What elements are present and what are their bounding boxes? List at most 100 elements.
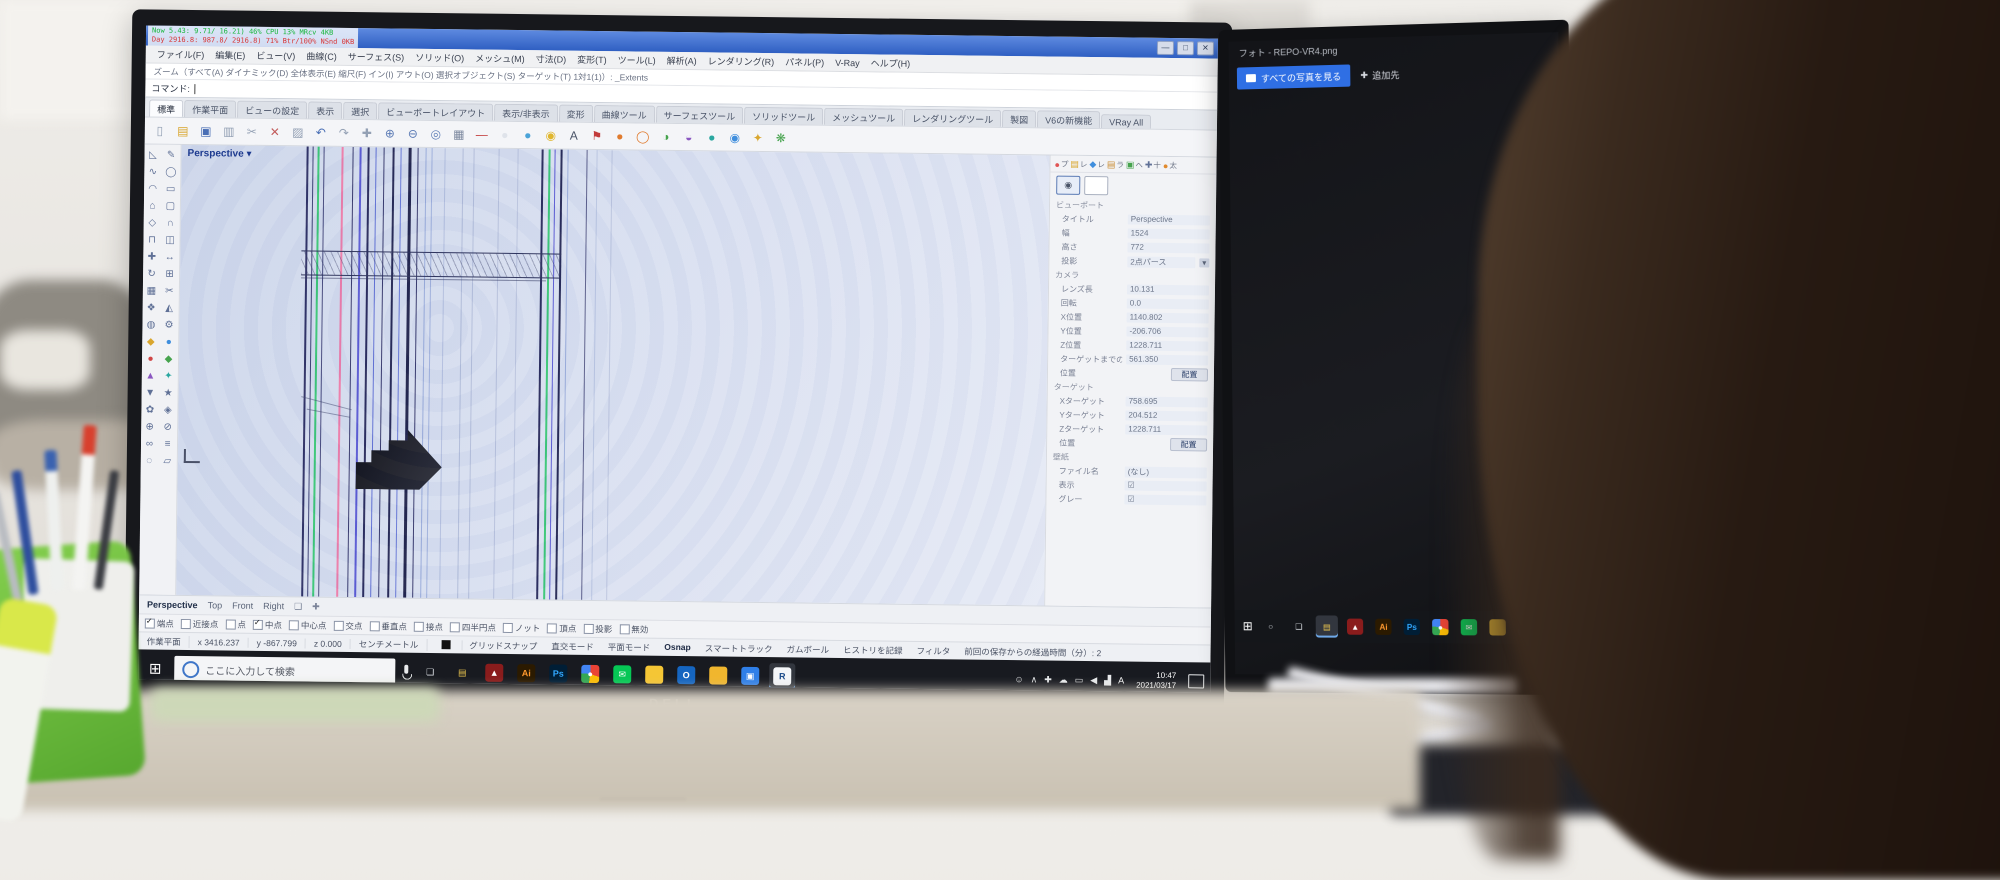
layer-indicator[interactable] xyxy=(427,639,463,650)
maximize-button[interactable]: □ xyxy=(1176,41,1195,56)
menu-item[interactable]: 解析(A) xyxy=(666,55,697,67)
tool-icon[interactable]: ◠ xyxy=(148,183,158,195)
tool-icon[interactable]: ◯ xyxy=(165,166,177,178)
tool-icon[interactable]: ◆ xyxy=(146,336,155,348)
taskbar-app-icon[interactable] xyxy=(641,662,667,688)
toolbar-icon[interactable]: ◒ xyxy=(685,130,693,145)
osnap-toggle[interactable]: 点 xyxy=(225,618,246,630)
panel-tab[interactable]: ▤ レ xyxy=(1070,158,1088,169)
taskbar-app-icon[interactable]: ▣ xyxy=(737,663,763,689)
toolbar-icon[interactable]: ◉ xyxy=(729,130,741,145)
toolbar-icon[interactable]: ● xyxy=(708,130,716,145)
taskbar-app-icon[interactable]: ▲ xyxy=(481,660,507,686)
toolbar-icon[interactable]: A xyxy=(569,128,578,143)
property-value[interactable] xyxy=(1126,368,1167,379)
property-value[interactable]: 0.0 xyxy=(1126,298,1209,310)
panel-tab[interactable]: ▤ ラ xyxy=(1106,159,1124,170)
status-toggle[interactable]: ヒストリを記録 xyxy=(842,644,903,656)
tool-icon[interactable]: ⊕ xyxy=(145,421,154,433)
tool-icon[interactable]: ↻ xyxy=(147,268,156,280)
toolbar-icon[interactable]: ❋ xyxy=(775,131,786,146)
start-button[interactable]: ⊞ xyxy=(1242,619,1253,634)
toolbar-tab[interactable]: ビューポートレイアウト xyxy=(378,102,494,121)
toolbar-tab[interactable]: 曲線ツール xyxy=(593,104,655,123)
menu-item[interactable]: ヘルプ(H) xyxy=(870,58,911,69)
action-center-icon[interactable] xyxy=(1188,674,1205,689)
new-viewport-icon[interactable]: ✚ xyxy=(312,601,320,612)
viewport-tab[interactable]: Right xyxy=(263,600,285,612)
tool-icon[interactable]: ▦ xyxy=(146,285,157,297)
tool-icon[interactable]: ▲ xyxy=(145,370,156,382)
tray-icon[interactable]: ◀ xyxy=(1090,674,1098,685)
tool-icon[interactable]: ❖ xyxy=(146,302,156,314)
toolbar-tab[interactable]: 表示 xyxy=(308,101,343,119)
taskbar-app-icon[interactable]: ○ xyxy=(1268,621,1274,631)
tool-icon[interactable]: ▢ xyxy=(165,200,176,212)
property-value[interactable]: 772 xyxy=(1127,242,1210,254)
menu-item[interactable]: メッシュ(M) xyxy=(475,53,525,65)
toolbar-icon[interactable]: ◎ xyxy=(430,126,442,142)
toolbar-tab[interactable]: サーフェスツール xyxy=(655,105,744,124)
osnap-toggle[interactable]: 頂点 xyxy=(547,622,576,634)
property-value[interactable]: 204.512 xyxy=(1125,410,1208,422)
toolbar-icon[interactable]: ● xyxy=(524,128,532,143)
tool-icon[interactable]: ∩ xyxy=(166,217,174,229)
osnap-toggle[interactable]: 交点 xyxy=(333,619,362,631)
menu-item[interactable]: 編集(E) xyxy=(215,50,246,61)
status-toggle[interactable]: スマートトラック xyxy=(704,642,773,654)
tool-icon[interactable]: ◆ xyxy=(164,353,173,365)
toolbar-tab[interactable]: 製図 xyxy=(1002,109,1037,128)
tray-icon[interactable]: ☁ xyxy=(1058,674,1068,685)
menu-item[interactable]: ビュー(V) xyxy=(256,50,296,62)
toolbar-tab[interactable]: V6の新機能 xyxy=(1037,110,1101,129)
toolbar-tab[interactable]: レンダリングツール xyxy=(904,108,1002,127)
panel-tab[interactable]: ● 太 xyxy=(1162,160,1177,171)
toolbar-tab[interactable]: 標準 xyxy=(149,99,184,117)
tray-icon[interactable]: ∧ xyxy=(1030,673,1038,684)
search-box[interactable]: ここに入力して検索 xyxy=(174,655,396,685)
property-value[interactable]: (なし) xyxy=(1124,465,1207,478)
toolbar-icon[interactable]: ▥ xyxy=(223,124,235,139)
taskbar-app-icon[interactable]: ❏ xyxy=(1295,621,1303,631)
osnap-toggle[interactable]: 投影 xyxy=(583,622,612,634)
tool-icon[interactable]: ◇ xyxy=(148,217,157,229)
tool-icon[interactable]: ◌ xyxy=(146,455,153,467)
panel-tab[interactable]: ◆ レ xyxy=(1089,159,1105,170)
taskbar-app-icon[interactable] xyxy=(705,662,731,688)
toolbar-icon[interactable]: ↷ xyxy=(338,125,349,140)
tool-icon[interactable]: ▼ xyxy=(145,387,156,399)
taskbar-app-icon[interactable]: ▤ xyxy=(457,666,467,677)
place-button[interactable]: 配置 xyxy=(1170,437,1208,451)
dropdown-arrow-icon[interactable]: ▾ xyxy=(1199,257,1210,267)
toolbar-icon[interactable]: ✕ xyxy=(269,124,280,140)
close-button[interactable]: ✕ xyxy=(1196,41,1215,56)
toolbar-icon[interactable]: ✦ xyxy=(752,130,763,146)
tool-icon[interactable]: ✎ xyxy=(166,149,176,161)
toolbar-icon[interactable]: ⊕ xyxy=(384,126,395,141)
toolbar-tab[interactable]: VRay All xyxy=(1101,114,1152,129)
taskbar-app-icon[interactable]: ● xyxy=(577,661,603,687)
see-all-photos-button[interactable]: すべての写真を見る xyxy=(1236,64,1351,90)
toolbar-icon[interactable]: ● xyxy=(501,127,509,142)
toolbar-icon[interactable]: ⊖ xyxy=(407,126,418,141)
toolbar-icon[interactable]: ▨ xyxy=(292,125,304,140)
tray-icon[interactable]: ▭ xyxy=(1074,674,1084,685)
menu-item[interactable]: 曲線(C) xyxy=(306,51,337,62)
tool-icon[interactable]: ⌂ xyxy=(149,200,156,212)
panel-tab[interactable]: ▣ ヘ xyxy=(1125,159,1143,170)
status-toggle[interactable]: 平面モード xyxy=(607,641,651,653)
minimize-button[interactable]: — xyxy=(1156,40,1175,56)
toolbar-tab[interactable]: 作業平面 xyxy=(184,99,237,118)
menu-item[interactable]: V-Ray xyxy=(835,57,860,68)
taskbar-app-icon[interactable]: ▤ xyxy=(1315,615,1339,638)
tool-icon[interactable]: ◺ xyxy=(149,149,157,161)
blank-view-button[interactable] xyxy=(1084,175,1109,196)
toolbar-icon[interactable]: ● xyxy=(616,129,624,144)
status-toggle[interactable]: Osnap xyxy=(664,641,691,652)
property-value[interactable]: -206.706 xyxy=(1126,326,1209,338)
toolbar-icon[interactable]: ⚑ xyxy=(591,128,603,144)
menu-item[interactable]: サーフェス(S) xyxy=(347,51,405,63)
menu-item[interactable]: レンダリング(R) xyxy=(707,56,775,68)
tool-icon[interactable]: ⚙ xyxy=(164,319,174,331)
toolbar-tab[interactable]: ビューの設定 xyxy=(237,100,308,119)
